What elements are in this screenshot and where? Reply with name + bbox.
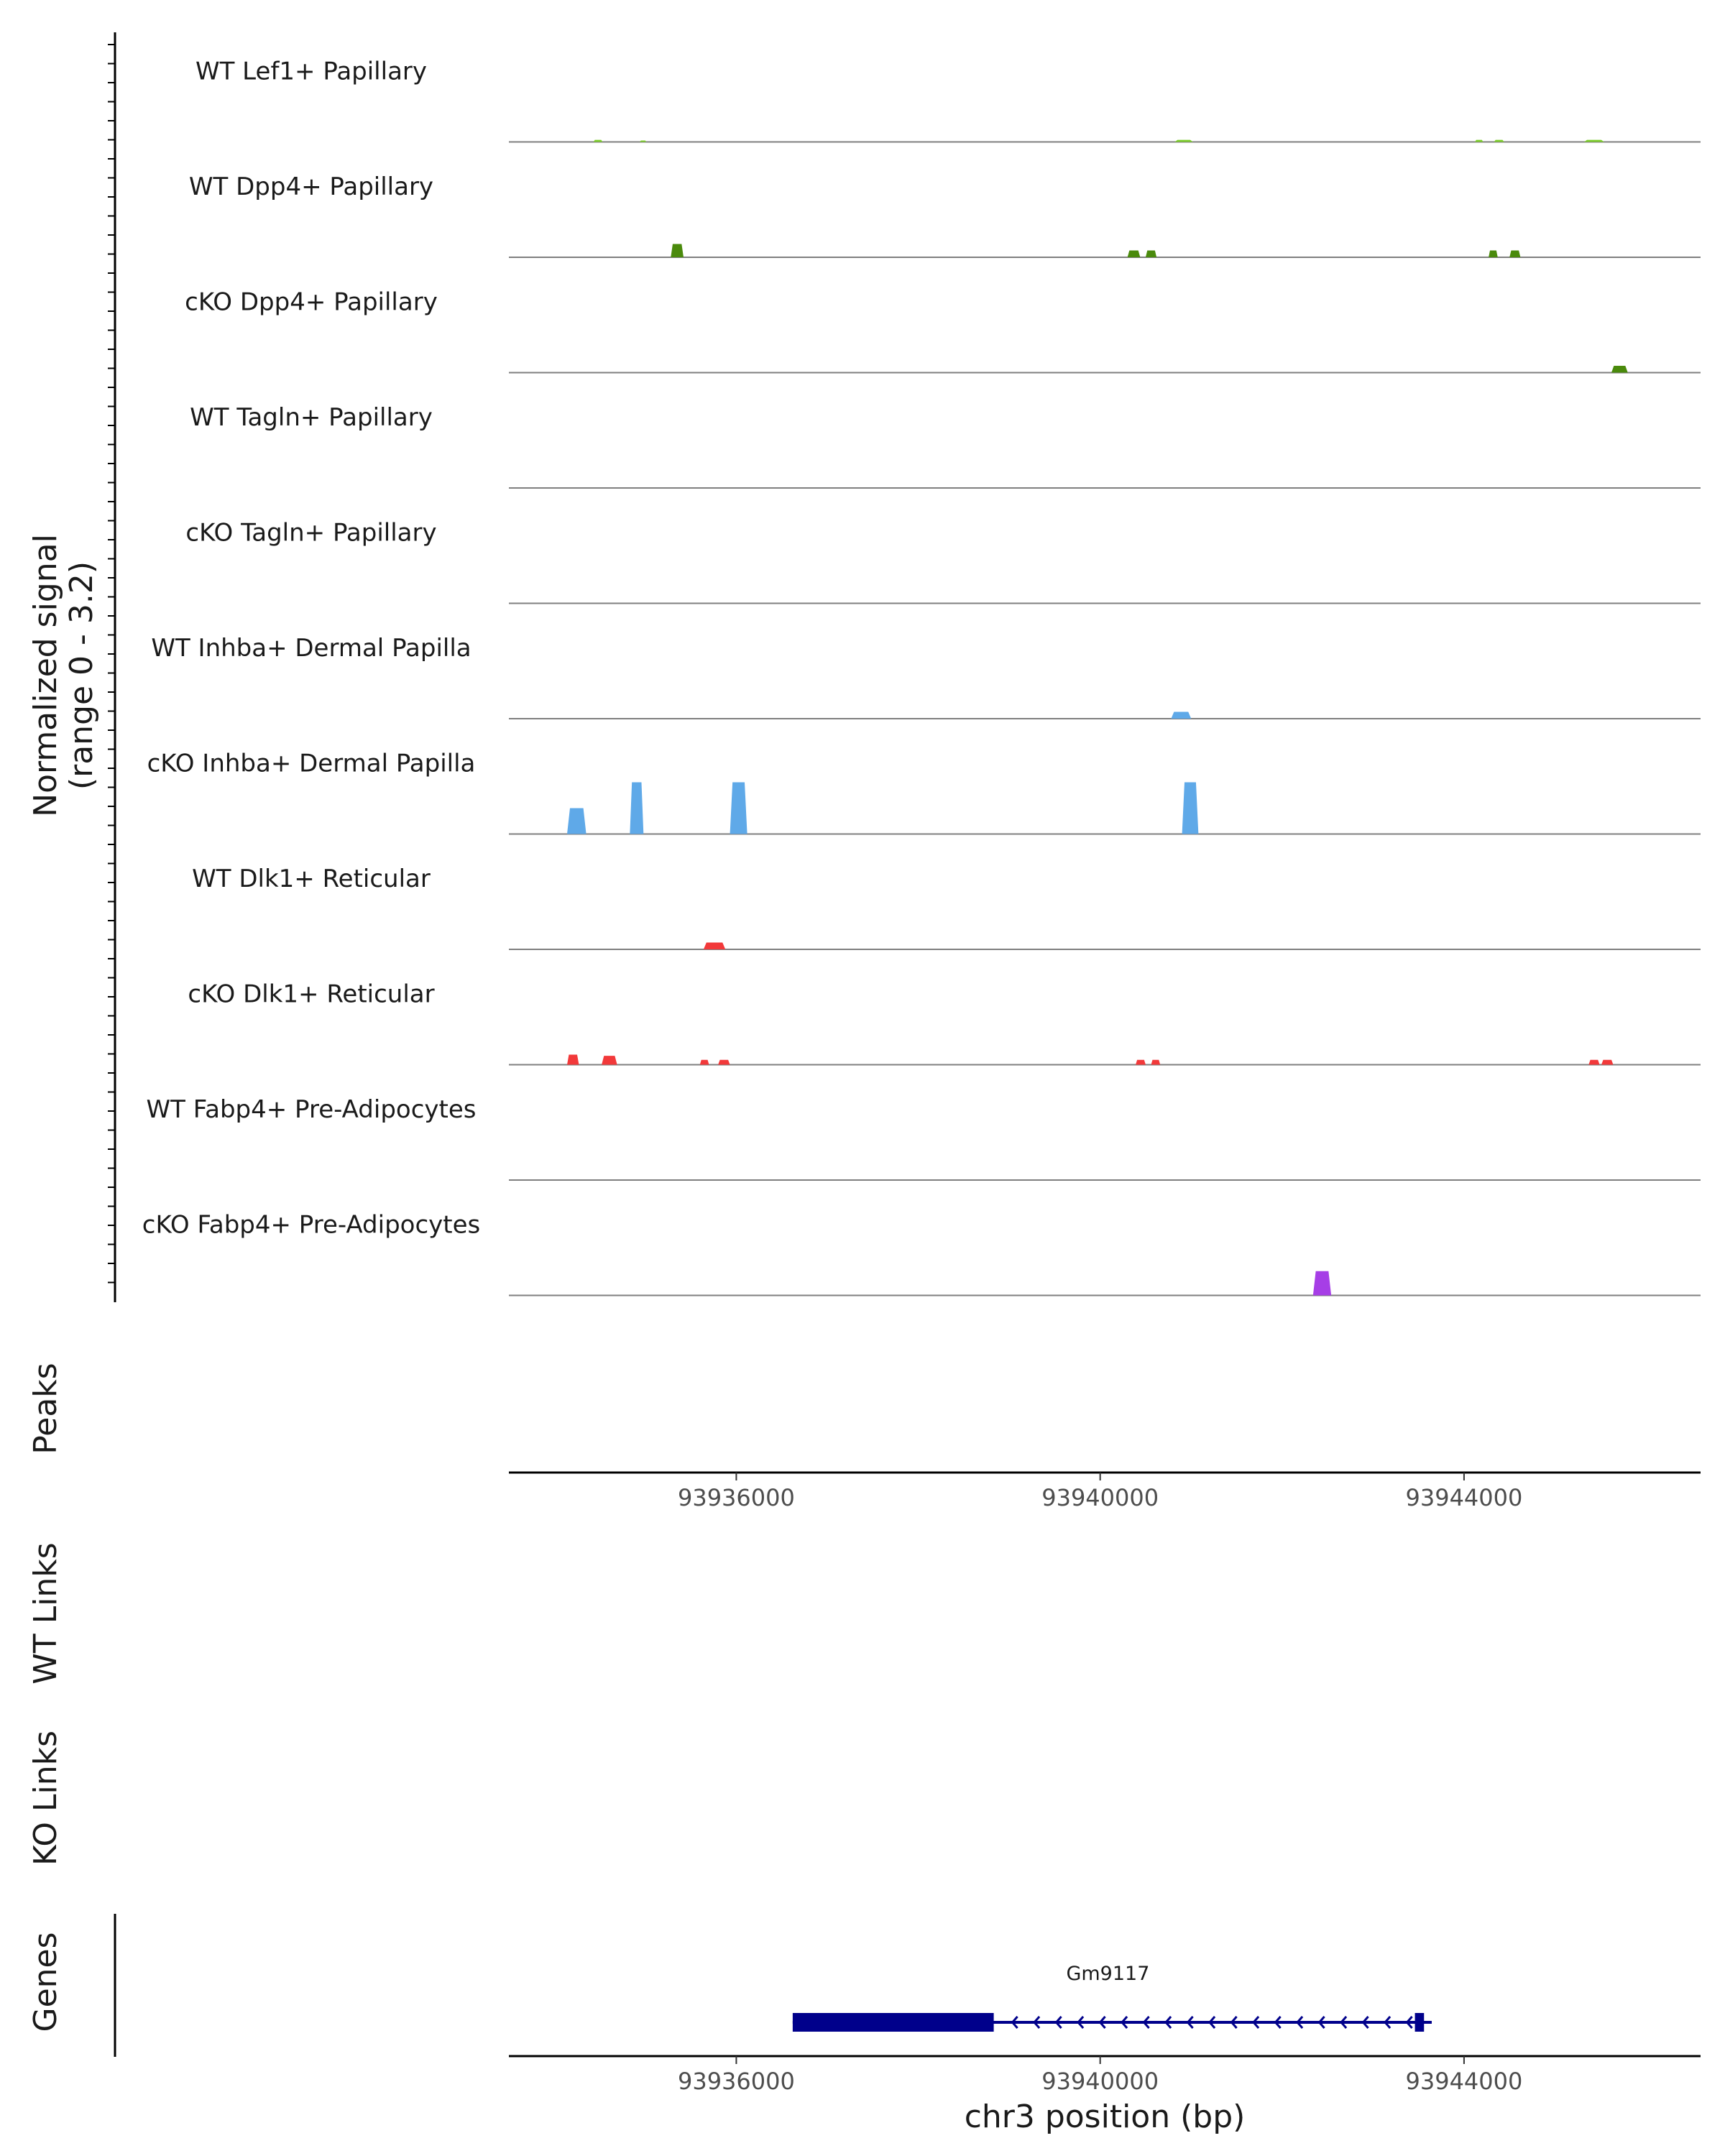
track: WT Dlk1+ Reticular	[192, 865, 1701, 950]
genes-panel: Genes Gm9117 93936000 93940000 93944000 ch…	[27, 1914, 1701, 2135]
coverage-peak	[1174, 139, 1193, 142]
y-axis-ticks	[108, 44, 115, 1284]
track: cKO Inhba+ Dermal Papilla	[147, 750, 1701, 835]
strand-arrow	[1296, 2016, 1304, 2029]
track: WT Fabp4+ Pre-Adipocytes	[147, 1095, 1701, 1181]
coverage-peak	[567, 1054, 579, 1065]
coverage-peak	[640, 140, 647, 142]
track-label: cKO Dpp4+ Papillary	[185, 288, 438, 317]
track-label: WT Fabp4+ Pre-Adipocytes	[147, 1095, 477, 1124]
gene-model	[792, 2013, 1432, 2032]
links-panels: WT Links KO Links	[27, 1542, 64, 1866]
gene-label: Gm9117	[1066, 1963, 1149, 1985]
track: cKO Dpp4+ Papillary	[185, 288, 1701, 374]
x-axis-tick-label: 93940000	[1041, 2068, 1159, 2095]
strand-arrow	[1252, 2016, 1260, 2029]
coverage-peak	[567, 808, 586, 834]
y-axis-range: (range 0 - 3.2)	[63, 561, 100, 790]
coverage-peak	[1601, 1059, 1614, 1065]
y-axis-title: Normalized signal	[27, 534, 64, 817]
track-label: cKO Inhba+ Dermal Papilla	[147, 750, 476, 778]
track-label: cKO Tagln+ Papillary	[185, 519, 436, 548]
genes-panel-label: Genes	[27, 1932, 64, 2032]
coverage-peak	[1475, 139, 1484, 142]
x-axis-tick-label: 93936000	[678, 1484, 795, 1511]
track-label: WT Inhba+ Dermal Papilla	[151, 634, 471, 663]
coverage-tracks: WT Lef1+ Papillary WT Dpp4+ Papillary cKO …	[142, 57, 1701, 1296]
x-axis-tick-label: 93936000	[678, 2068, 795, 2095]
strand-arrow	[1274, 2016, 1282, 2029]
coverage-peak	[1151, 1059, 1161, 1065]
coverage-peak	[699, 1059, 709, 1065]
x-axis-tick-label: 93944000	[1405, 1484, 1522, 1511]
coverage-peak	[1312, 1271, 1332, 1296]
coverage-peak	[1136, 1059, 1146, 1065]
strand-arrow	[1121, 2016, 1128, 2029]
coverage-peak	[1509, 250, 1521, 257]
x-axis-tick-label: 93944000	[1405, 2068, 1522, 2095]
peaks-panel: Peaks 93936000 93940000 93944000	[27, 1363, 1701, 1511]
coverage-peak	[630, 782, 644, 834]
coverage-peak	[1611, 366, 1628, 373]
track-label: WT Tagln+ Papillary	[190, 403, 433, 432]
strand-arrow	[1317, 2016, 1325, 2029]
strand-arrow	[1208, 2016, 1216, 2029]
track: cKO Tagln+ Papillary	[185, 519, 1701, 604]
strand-arrow	[1384, 2016, 1392, 2029]
track: cKO Fabp4+ Pre-Adipocytes	[142, 1211, 1701, 1296]
strand-arrow	[1230, 2016, 1238, 2029]
coverage-peak	[1171, 711, 1192, 719]
coverage-peak	[718, 1059, 730, 1065]
strand-arrow	[1054, 2016, 1062, 2029]
gene-exon	[792, 2013, 994, 2032]
coverage-peak	[730, 782, 748, 834]
x-axis-title: chr3 position (bp)	[965, 2099, 1246, 2135]
track: cKO Dlk1+ Reticular	[188, 980, 1701, 1066]
track-label: WT Dpp4+ Papillary	[189, 172, 433, 201]
strand-arrow	[1098, 2016, 1106, 2029]
strand-arrow	[1405, 2016, 1413, 2029]
track: WT Inhba+ Dermal Papilla	[151, 634, 1701, 719]
strand-arrow	[1011, 2016, 1018, 2029]
gene-exon	[1414, 2013, 1425, 2032]
coverage-peak	[593, 139, 603, 142]
coverage-peak	[1145, 250, 1157, 257]
strand-arrow	[1340, 2016, 1348, 2029]
coverage-peak	[1583, 139, 1604, 142]
track: WT Lef1+ Papillary	[196, 57, 1701, 143]
coverage-panel: Normalized signal (range 0 - 3.2) WT Lef…	[27, 32, 1701, 1302]
strand-arrow	[1033, 2016, 1041, 2029]
track-label: WT Dlk1+ Reticular	[192, 865, 431, 893]
ko-links-panel-label: KO Links	[27, 1731, 64, 1866]
peaks-panel-label: Peaks	[27, 1363, 64, 1454]
track: WT Dpp4+ Papillary	[189, 172, 1701, 258]
coverage-peak	[1127, 250, 1141, 257]
coverage-peak	[703, 942, 726, 949]
coverage-peak	[1489, 250, 1498, 257]
track: WT Tagln+ Papillary	[190, 403, 1701, 489]
coverage-peak	[1588, 1059, 1600, 1065]
x-axis-tick-label: 93940000	[1041, 1484, 1159, 1511]
coverage-peak	[1494, 139, 1504, 142]
track-label: WT Lef1+ Papillary	[196, 57, 427, 86]
track-label: cKO Dlk1+ Reticular	[188, 980, 434, 1009]
coverage-peak	[602, 1056, 617, 1065]
strand-arrow	[1077, 2016, 1085, 2029]
coverage-peak	[1182, 782, 1199, 834]
coverage-peak	[671, 244, 684, 257]
strand-arrow	[1142, 2016, 1150, 2029]
strand-arrow	[1186, 2016, 1194, 2029]
strand-arrow	[1164, 2016, 1172, 2029]
track-label: cKO Fabp4+ Pre-Adipocytes	[142, 1211, 481, 1240]
strand-arrow	[1361, 2016, 1369, 2029]
genes-x-axis-ticks: 93936000 93940000 93944000	[678, 2056, 1522, 2095]
wt-links-panel-label: WT Links	[27, 1542, 64, 1684]
peaks-x-axis-ticks: 93936000 93940000 93944000	[678, 1473, 1522, 1511]
